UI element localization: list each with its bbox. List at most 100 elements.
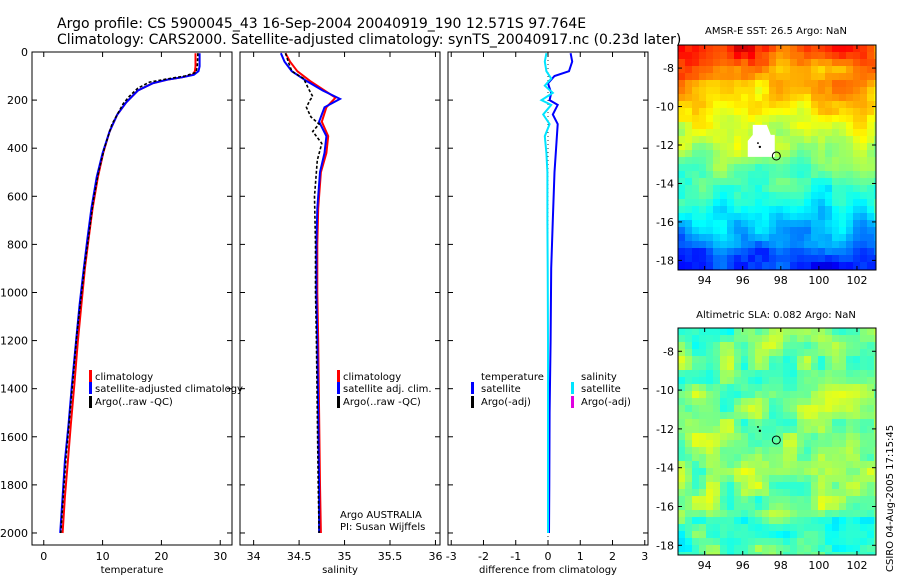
x-tick-label: 3 (641, 550, 648, 563)
legend-label-salinity: salinity (581, 372, 617, 383)
x-tick-label: 102 (846, 274, 867, 287)
map-frame (677, 44, 877, 271)
series-salinity-satellite (539, 53, 555, 533)
y-tick-label: -12 (656, 139, 674, 152)
y-tick-label: 1800 (0, 479, 28, 492)
legend-swatch-climatology (89, 370, 92, 382)
x-tick-label: 100 (808, 559, 829, 572)
legend-label-temperature: temperature (481, 372, 544, 383)
x-tick-label: 0 (545, 550, 552, 563)
x-tick-label: 94 (698, 559, 712, 572)
y-tick-label: -8 (663, 62, 674, 75)
y-tick-label: -10 (656, 101, 674, 114)
y-tick-label: 1600 (0, 431, 28, 444)
series-satellite-adj-clim- (279, 52, 343, 533)
plot-frame (239, 51, 441, 546)
legend-swatch-climatology (337, 370, 340, 382)
legend-swatch-temp-satellite (471, 382, 474, 394)
x-tick-label: -1 (510, 550, 521, 563)
land-mask (747, 124, 775, 157)
y-tick-label: -18 (656, 539, 674, 552)
heatmap-cells (678, 328, 877, 556)
y-tick-label: -16 (656, 500, 674, 513)
legend-label-climatology: climatology (95, 372, 153, 383)
legend-swatch-argo (337, 396, 340, 408)
x-tick-label: 0 (40, 550, 47, 563)
annotation-argo-australia: Argo AUSTRALIA (340, 510, 422, 521)
title-line-1: Argo profile: CS 5900045_43 16-Sep-2004 … (57, 16, 586, 32)
legend-swatch-satellite (337, 382, 340, 394)
argo-track-point (757, 426, 759, 428)
x-tick-label: 96 (736, 559, 750, 572)
series-argo-raw-qc- (284, 52, 323, 534)
x-tick-label: 96 (736, 274, 750, 287)
difference-panel: -3 -2 -1 0 1 2 3 difference from climatology (446, 51, 649, 576)
series-temperature-satellite (546, 53, 574, 534)
plot-frame (31, 51, 233, 546)
x-tick-label: 94 (698, 274, 712, 287)
legend-label-temp-argo: Argo(-adj) (481, 397, 531, 408)
legend-label-temp-satellite: satellite (481, 384, 521, 395)
legend-label-argo: Argo(..raw -QC) (95, 397, 173, 408)
x-tick-label: 98 (774, 274, 788, 287)
x-tick-label: 10 (96, 550, 110, 563)
y-tick-label: -16 (656, 216, 674, 229)
legend-label-sal-satellite: satellite (581, 384, 621, 395)
legend-label-argo: Argo(..raw -QC) (343, 397, 421, 408)
y-tick-label: 200 (7, 94, 28, 107)
legend-label-climatology: climatology (343, 372, 401, 383)
series-climatology (284, 52, 338, 534)
y-tick-label: 0 (21, 46, 28, 59)
y-tick-label: 800 (7, 238, 28, 251)
y-tick-label: -14 (656, 177, 674, 190)
x-axis-label: temperature (101, 565, 164, 576)
legend-swatch-sal-argo (571, 396, 574, 408)
argo-track-point (757, 142, 759, 144)
difference-legend: temperature satellite Argo(-adj) salinit… (471, 372, 631, 408)
heatmap-cells (678, 45, 877, 271)
legend-label-satellite: satellite adj. clim. (343, 384, 432, 395)
series-argo-raw-qc- (60, 53, 199, 534)
x-tick-label: 35 (338, 550, 352, 563)
x-tick-label: 20 (154, 550, 168, 563)
sla-map-title: Altimetric SLA: 0.082 Argo: NaN (696, 310, 856, 321)
title-line-2: Climatology: CARS2000. Satellite-adjuste… (57, 32, 681, 48)
credit-stamp: CSIRO 04-Aug-2005 17:15:45 (885, 425, 896, 572)
y-tick-label: -18 (656, 254, 674, 267)
y-tick-label: -10 (656, 384, 674, 397)
salinity-legend: climatology satellite adj. clim. Argo(..… (337, 370, 432, 533)
argo-position-marker (771, 151, 781, 161)
x-tick-label: 35.5 (378, 550, 403, 563)
y-tick-label: 400 (7, 142, 28, 155)
argo-track-point (758, 429, 762, 433)
x-axis-label: salinity (322, 565, 358, 576)
x-tick-label: 1 (577, 550, 584, 563)
salinity-panel: 34 34.5 35 35.5 36 salinity (239, 51, 442, 576)
series-climatology (61, 53, 197, 534)
legend-swatch-sal-satellite (571, 382, 574, 394)
legend-label-sal-argo: Argo(-adj) (581, 397, 631, 408)
y-tick-label: 1000 (0, 286, 28, 299)
legend-swatch-temp-argo (471, 396, 474, 408)
y-tick-label: -12 (656, 423, 674, 436)
legend-label-satellite: satellite-adjusted climatology (95, 384, 243, 395)
x-tick-label: -2 (478, 550, 489, 563)
x-tick-label: -3 (446, 550, 457, 563)
x-axis-label: difference from climatology (479, 565, 617, 576)
sst-map: 94 96 98 100 102 -8 -10 -12 -14 -16 -18 (656, 44, 877, 287)
annotation-pi: PI: Susan Wijffels (340, 522, 425, 533)
temperature-legend: climatology satellite-adjusted climatolo… (89, 370, 243, 408)
y-tick-label: -14 (656, 462, 674, 475)
y-tick-label: -8 (663, 345, 674, 358)
argo-track-point (758, 145, 762, 149)
sla-map: 94 96 98 100 102 -8 -10 -12 -14 -16 -18 (656, 327, 877, 572)
y-tick-label: 1400 (0, 383, 28, 396)
temperature-panel: 0 10 20 30 0 200 400 600 800 1000 1200 1400 1600 1800… (0, 46, 233, 576)
x-tick-label: 30 (213, 550, 227, 563)
x-tick-label: 102 (846, 559, 867, 572)
x-tick-label: 2 (609, 550, 616, 563)
x-tick-label: 34.5 (287, 550, 312, 563)
x-tick-label: 100 (808, 274, 829, 287)
legend-swatch-satellite (89, 382, 92, 394)
